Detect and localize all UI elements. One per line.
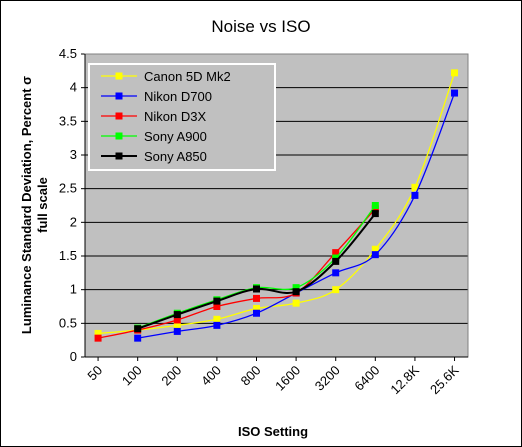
series-line xyxy=(98,72,456,335)
x-tick-label: 25.6K xyxy=(427,362,462,397)
data-point xyxy=(213,315,221,323)
data-point xyxy=(173,327,181,335)
x-tick-label: 3200 xyxy=(312,363,343,394)
legend-label: Canon 5D Mk2 xyxy=(144,69,231,84)
data-point xyxy=(332,286,340,294)
legend-entry: Nikon D700 xyxy=(101,89,212,104)
data-point xyxy=(292,288,300,296)
data-point xyxy=(451,89,459,97)
y-tick-label: 1.5 xyxy=(59,248,77,263)
y-tick-label: 0 xyxy=(70,349,77,364)
series-lines xyxy=(94,69,459,342)
data-point xyxy=(94,329,102,337)
data-point xyxy=(371,245,379,253)
y-tick-label: 1 xyxy=(70,282,77,297)
data-point xyxy=(411,183,419,191)
x-axis-title: ISO Setting xyxy=(238,424,308,439)
x-tick-label: 12.8K xyxy=(387,362,422,397)
series-sony-a850 xyxy=(134,210,379,333)
x-tick-label: 6400 xyxy=(351,363,382,394)
data-point xyxy=(213,297,221,305)
data-point xyxy=(411,191,419,199)
legend-label: Nikon D700 xyxy=(144,89,212,104)
legend-entry: Nikon D3X xyxy=(101,109,206,124)
data-point xyxy=(292,284,300,292)
x-tick-label: 400 xyxy=(198,363,224,389)
axes xyxy=(84,53,469,361)
legend-label: Nikon D3X xyxy=(144,109,206,124)
data-point xyxy=(173,316,181,324)
data-point xyxy=(252,294,260,302)
data-point xyxy=(134,334,142,342)
x-tick-label: 1600 xyxy=(272,363,303,394)
data-point xyxy=(173,311,181,319)
data-point xyxy=(173,321,181,329)
y-tick-label: 4 xyxy=(70,80,77,95)
legend-entry: Sony A900 xyxy=(101,129,207,144)
data-point xyxy=(292,299,300,307)
data-point xyxy=(252,285,260,293)
y-tick-label: 2.5 xyxy=(59,181,77,196)
y-tick-label: 2 xyxy=(70,214,77,229)
x-tick-label: 800 xyxy=(238,363,264,389)
legend-entry: Canon 5D Mk2 xyxy=(101,69,231,84)
legend: Canon 5D Mk2 Nikon D700 Nikon D3X Sony A900… xyxy=(88,63,276,171)
y-tick-label: 3 xyxy=(70,147,77,162)
data-point xyxy=(252,305,260,313)
legend-marker xyxy=(115,72,123,80)
data-point xyxy=(451,69,459,77)
x-tick-label: 200 xyxy=(158,363,184,389)
data-point xyxy=(134,325,142,333)
data-point xyxy=(213,303,221,310)
data-point xyxy=(371,210,379,218)
legend-marker xyxy=(115,152,123,160)
data-point xyxy=(371,251,379,259)
x-tick-label: 100 xyxy=(119,363,145,389)
legend-label: Sony A900 xyxy=(144,129,207,144)
y-tick-label: 4.5 xyxy=(59,46,77,61)
legend-entry: Sony A850 xyxy=(101,149,207,164)
legend-marker xyxy=(115,132,123,140)
x-tick-label: 50 xyxy=(84,363,105,384)
y-axis-title-line-2: full scale xyxy=(35,177,50,233)
data-point xyxy=(213,321,221,329)
data-point xyxy=(332,257,340,265)
legend-label: Sony A850 xyxy=(144,149,207,164)
y-axis-title-line-1: Luminance Standard Deviation, Percent σ xyxy=(19,76,34,334)
data-point xyxy=(371,202,379,209)
data-point xyxy=(332,249,340,257)
y-tick-label: 0.5 xyxy=(59,315,77,330)
y-tick-label: 3.5 xyxy=(59,113,77,128)
data-point xyxy=(332,269,340,277)
data-point xyxy=(94,334,102,342)
chart-title: Noise vs ISO xyxy=(211,17,310,36)
legend-marker xyxy=(115,112,123,120)
legend-marker xyxy=(115,92,123,100)
data-point xyxy=(252,309,260,317)
